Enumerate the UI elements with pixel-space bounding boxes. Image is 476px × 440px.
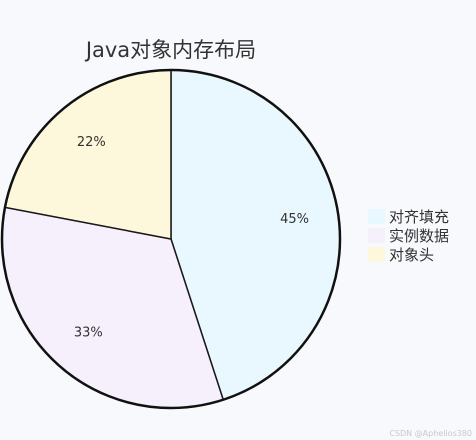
slice-percent-label: 45% — [280, 212, 309, 227]
legend-swatch — [368, 228, 385, 243]
pie-outline — [0, 68, 342, 410]
legend-swatch — [368, 247, 385, 262]
legend-item-object-header[interactable]: 对象头 — [368, 245, 449, 264]
legend-swatch — [368, 209, 385, 224]
watermark: CSDN @Aphelios380 — [389, 429, 472, 438]
chart-title: Java对象内存布局 — [84, 38, 256, 62]
slice-percent-label: 33% — [74, 325, 103, 340]
chart-legend: 对齐填充 实例数据 对象头 — [368, 207, 449, 264]
legend-label: 对象头 — [389, 246, 435, 264]
legend-item-instance-data[interactable]: 实例数据 — [368, 226, 449, 245]
legend-label: 实例数据 — [389, 227, 450, 245]
legend-label: 对齐填充 — [389, 208, 450, 226]
slice-percent-label: 22% — [77, 135, 106, 150]
legend-item-alignment-padding[interactable]: 对齐填充 — [368, 207, 449, 226]
